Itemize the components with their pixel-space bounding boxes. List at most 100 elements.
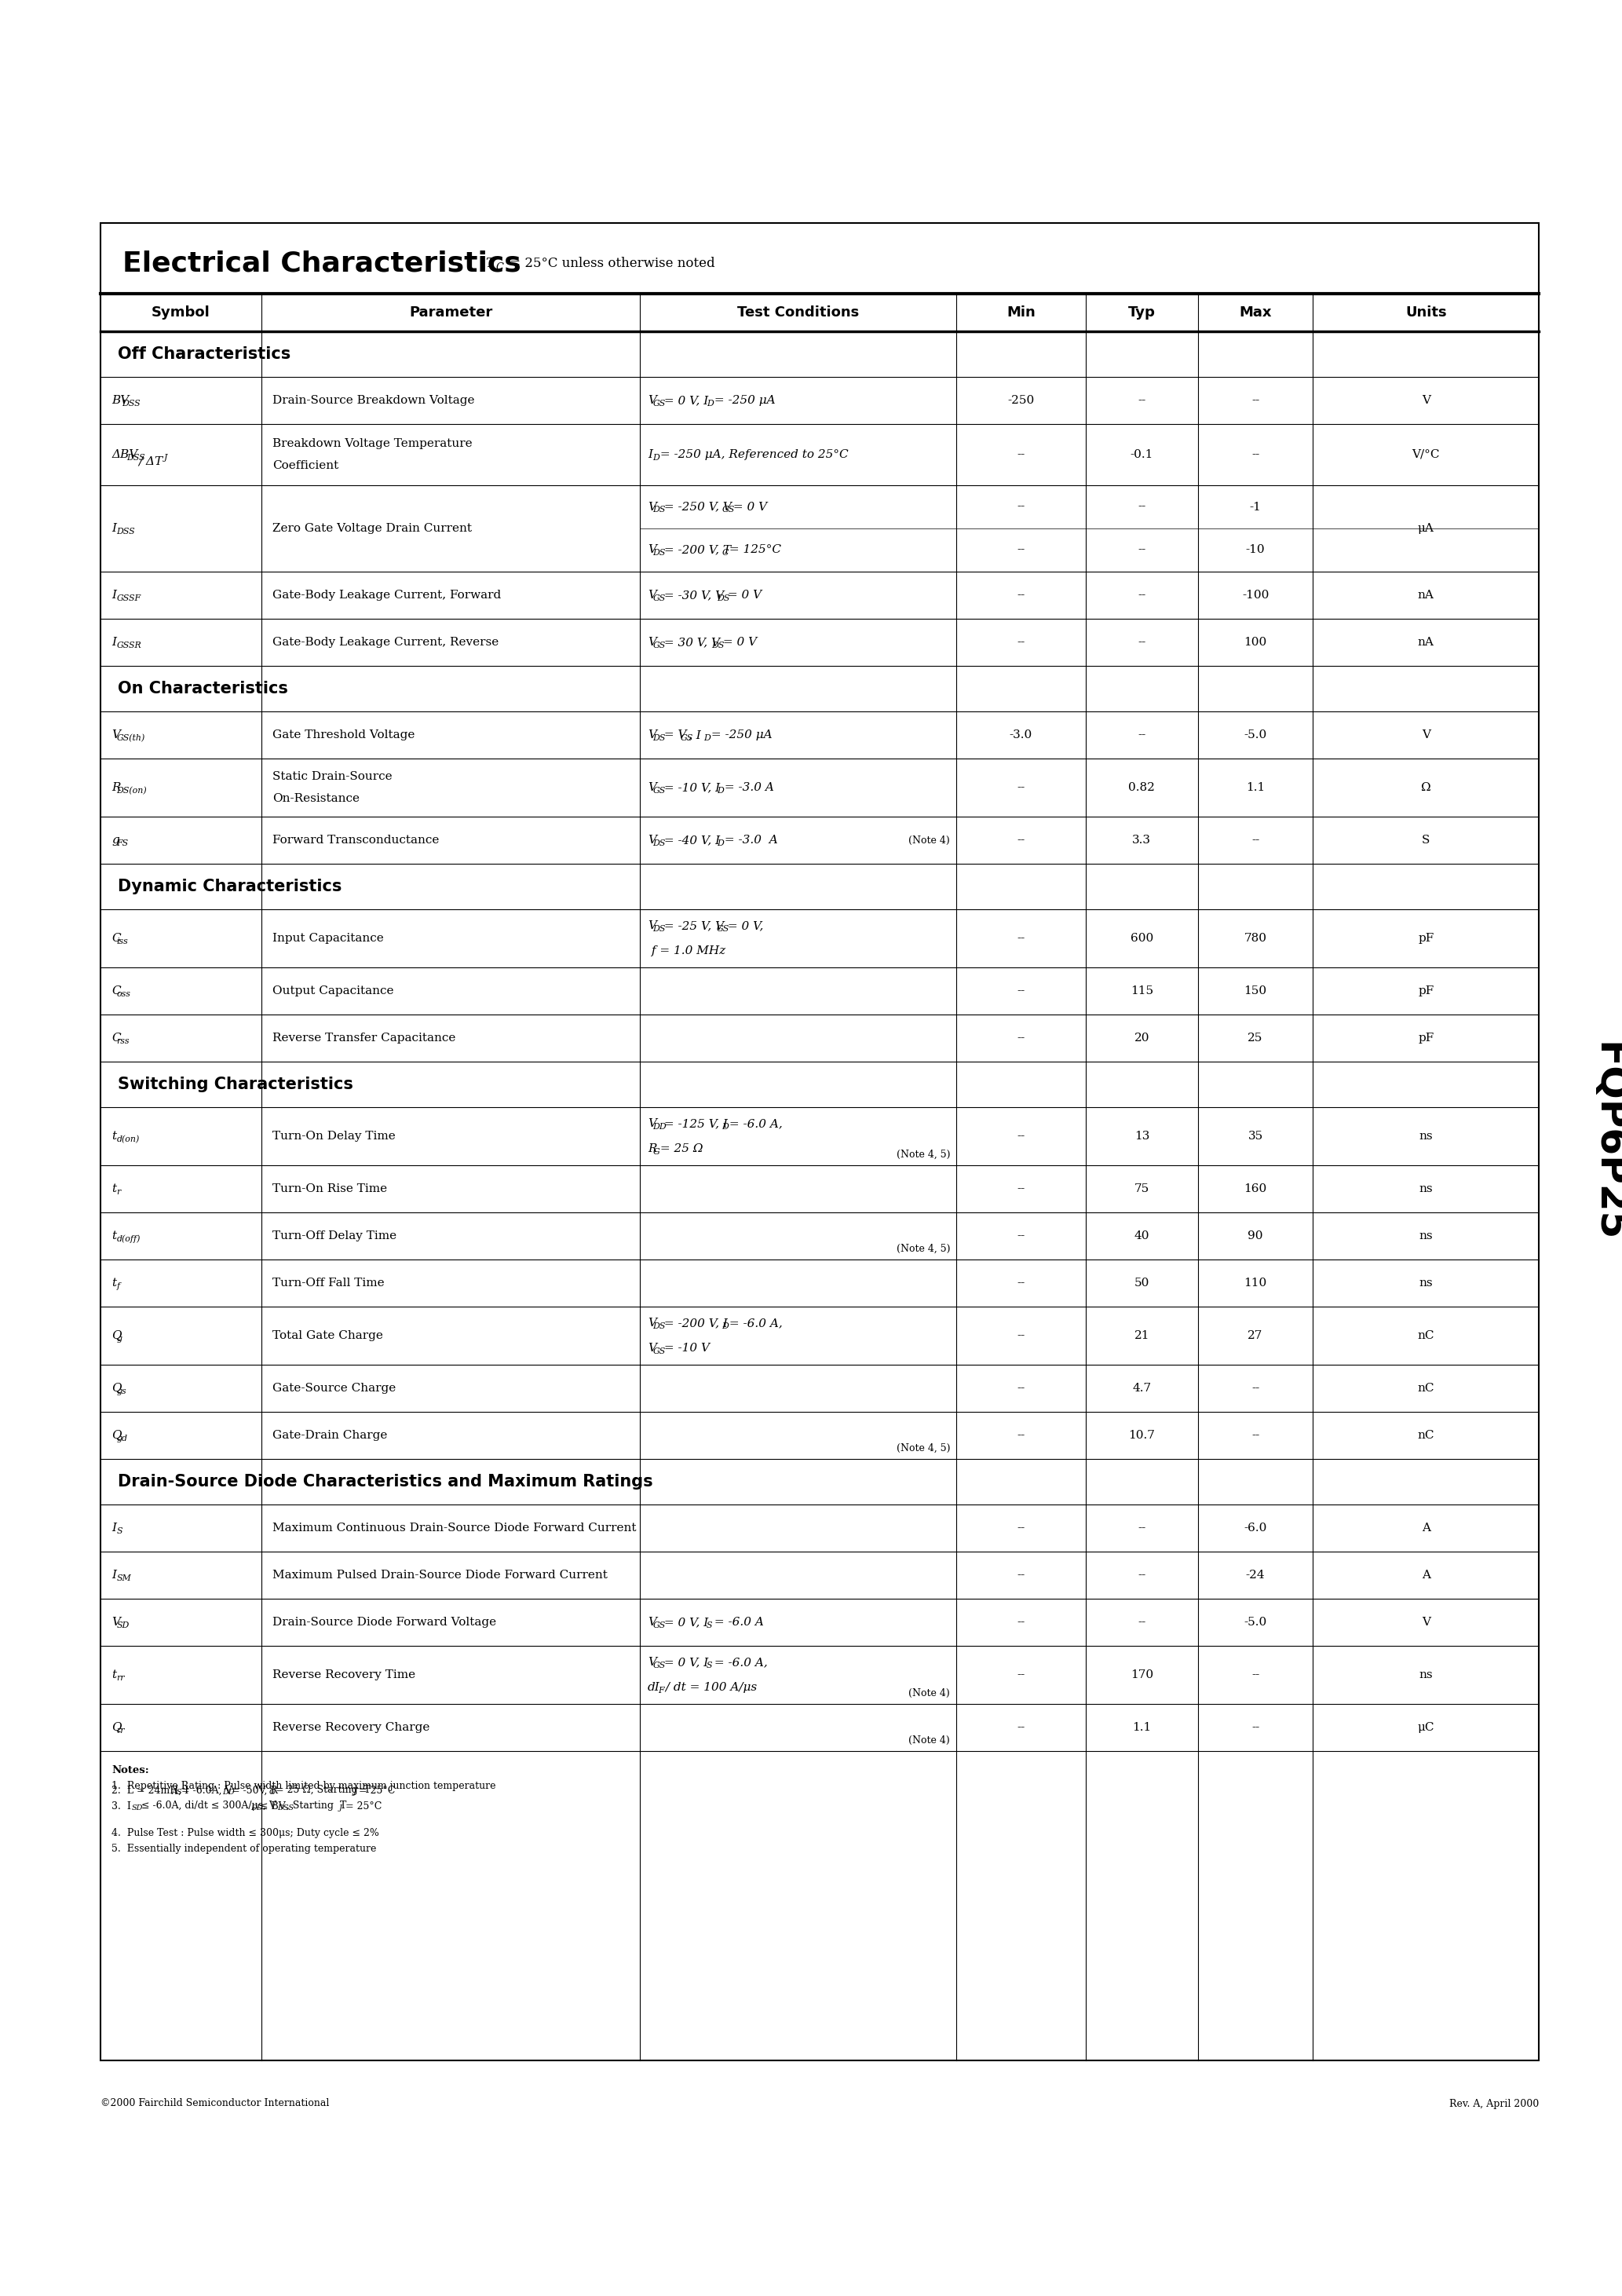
Text: = 125°C: = 125°C	[725, 544, 782, 556]
Text: Q: Q	[112, 1329, 122, 1341]
Text: nC: nC	[1418, 1382, 1434, 1394]
Text: r: r	[117, 1187, 120, 1196]
Text: nC: nC	[1418, 1430, 1434, 1442]
Text: 160: 160	[1244, 1182, 1267, 1194]
Text: DD: DD	[251, 1805, 263, 1812]
Text: Dynamic Characteristics: Dynamic Characteristics	[118, 879, 342, 895]
Text: 5.  Essentially independent of operating temperature: 5. Essentially independent of operating …	[112, 1844, 376, 1853]
Text: = -6.0 A,: = -6.0 A,	[725, 1318, 783, 1329]
Text: -0.1: -0.1	[1131, 450, 1153, 459]
Text: S: S	[117, 1527, 123, 1536]
Text: GS: GS	[652, 1662, 665, 1669]
Text: GSSR: GSSR	[117, 641, 141, 650]
Text: DS: DS	[652, 925, 665, 932]
Text: Zero Gate Voltage Drain Current: Zero Gate Voltage Drain Current	[272, 523, 472, 535]
Text: --: --	[1017, 501, 1025, 512]
Text: --: --	[1252, 1722, 1259, 1733]
Text: = -6.0 A: = -6.0 A	[710, 1616, 764, 1628]
Text: --: --	[1252, 836, 1259, 845]
Text: I: I	[112, 523, 117, 535]
Text: DSS: DSS	[127, 455, 146, 461]
Text: C: C	[112, 1033, 120, 1045]
Text: ns: ns	[1419, 1231, 1432, 1242]
Text: --: --	[1017, 1522, 1025, 1534]
Text: = -6.0A, V: = -6.0A, V	[178, 1786, 232, 1795]
Text: μC: μC	[1418, 1722, 1434, 1733]
Text: D: D	[717, 840, 723, 847]
Text: = -6.0 A,: = -6.0 A,	[725, 1118, 783, 1130]
Text: ns: ns	[1419, 1669, 1432, 1681]
Text: --: --	[1017, 590, 1025, 602]
Text: V: V	[647, 544, 657, 556]
Text: -3.0: -3.0	[1009, 730, 1033, 742]
Text: 20: 20	[1134, 1033, 1150, 1045]
Text: ns: ns	[1419, 1130, 1432, 1141]
Text: = 0 V, I: = 0 V, I	[660, 1616, 709, 1628]
Text: (Note 4, 5): (Note 4, 5)	[897, 1442, 950, 1453]
Text: Units: Units	[1405, 305, 1447, 319]
Text: R: R	[112, 783, 120, 792]
Text: gs: gs	[117, 1387, 127, 1396]
Text: μA: μA	[1418, 523, 1434, 535]
Text: FQP6P25: FQP6P25	[1590, 1042, 1622, 1242]
Text: , Starting  T: , Starting T	[287, 1800, 347, 1812]
Text: --: --	[1252, 1669, 1259, 1681]
Text: Switching Characteristics: Switching Characteristics	[118, 1077, 354, 1093]
Text: Test Conditions: Test Conditions	[736, 305, 860, 319]
Text: Output Capacitance: Output Capacitance	[272, 985, 394, 996]
Text: V: V	[1421, 730, 1431, 742]
Text: Coefficient: Coefficient	[272, 459, 339, 471]
Text: Ω: Ω	[1421, 783, 1431, 792]
Text: GS: GS	[717, 925, 730, 932]
Text: GS(th): GS(th)	[117, 735, 144, 742]
Text: --: --	[1017, 932, 1025, 944]
Text: ©2000 Fairchild Semiconductor International: ©2000 Fairchild Semiconductor Internatio…	[101, 2099, 329, 2108]
Text: GS: GS	[652, 595, 665, 602]
Text: Gate-Drain Charge: Gate-Drain Charge	[272, 1430, 388, 1442]
Text: GSSF: GSSF	[117, 595, 141, 602]
Text: gd: gd	[117, 1435, 128, 1442]
Text: / dt = 100 A/μs: / dt = 100 A/μs	[662, 1683, 757, 1692]
Text: t: t	[112, 1182, 117, 1194]
Text: t: t	[112, 1130, 117, 1141]
Text: Reverse Transfer Capacitance: Reverse Transfer Capacitance	[272, 1033, 456, 1045]
Text: = 0 V,: = 0 V,	[723, 921, 764, 932]
Text: Forward Transconductance: Forward Transconductance	[272, 836, 440, 845]
Text: D: D	[722, 1123, 728, 1130]
Text: 3.3: 3.3	[1132, 836, 1152, 845]
Text: = -125 V, I: = -125 V, I	[660, 1118, 728, 1130]
Text: S: S	[707, 1621, 712, 1630]
Text: --: --	[1017, 783, 1025, 792]
Text: (Note 4): (Note 4)	[908, 836, 950, 845]
Text: 1.1: 1.1	[1246, 783, 1265, 792]
Text: Input Capacitance: Input Capacitance	[272, 932, 384, 944]
Text: V: V	[647, 1318, 657, 1329]
Text: -5.0: -5.0	[1244, 730, 1267, 742]
Text: SD: SD	[117, 1621, 130, 1630]
Text: V: V	[112, 1616, 120, 1628]
Text: 40: 40	[1134, 1231, 1150, 1242]
Text: = -40 V, I: = -40 V, I	[660, 836, 720, 845]
Text: --: --	[1017, 1329, 1025, 1341]
Text: V: V	[647, 395, 657, 406]
Text: V: V	[647, 730, 657, 742]
Text: DS: DS	[717, 595, 730, 602]
Text: 115: 115	[1131, 985, 1153, 996]
Text: = 0 V, I: = 0 V, I	[660, 1658, 709, 1667]
Text: = 0 V: = 0 V	[719, 636, 757, 647]
Text: pF: pF	[1418, 1033, 1434, 1045]
Text: SM: SM	[117, 1575, 131, 1582]
Text: --: --	[1017, 1722, 1025, 1733]
Text: Gate-Body Leakage Current, Forward: Gate-Body Leakage Current, Forward	[272, 590, 501, 602]
Text: --: --	[1137, 395, 1145, 406]
Text: DSS: DSS	[122, 400, 141, 406]
Text: = -25 V, V: = -25 V, V	[660, 921, 723, 932]
Text: Reverse Recovery Charge: Reverse Recovery Charge	[272, 1722, 430, 1733]
Text: t: t	[112, 1669, 117, 1681]
Text: 3.  I: 3. I	[112, 1800, 131, 1812]
Text: ≤ BV: ≤ BV	[256, 1800, 285, 1812]
Text: I: I	[112, 636, 117, 647]
Text: pF: pF	[1418, 932, 1434, 944]
Text: Off Characteristics: Off Characteristics	[118, 347, 290, 363]
Text: S: S	[1422, 836, 1431, 845]
